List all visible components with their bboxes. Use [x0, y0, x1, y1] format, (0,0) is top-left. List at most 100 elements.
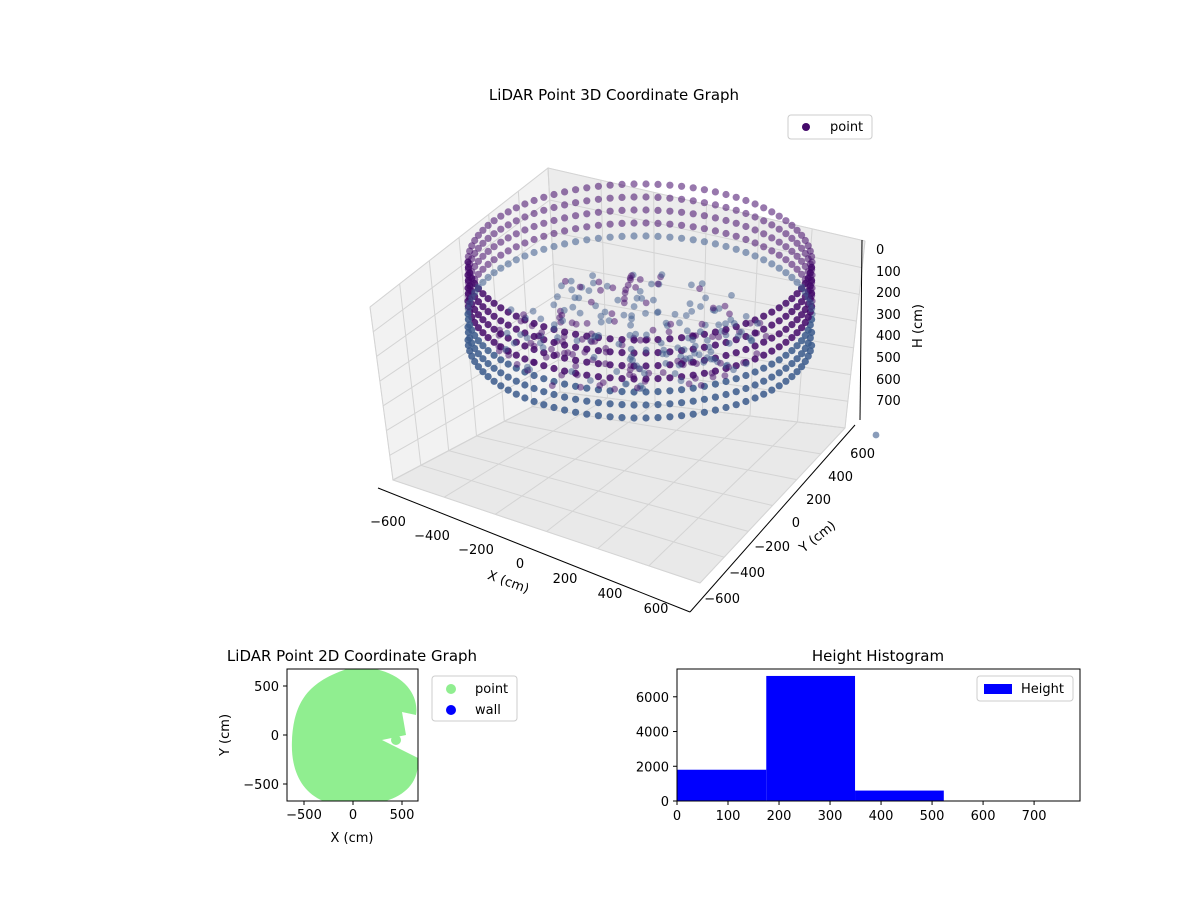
scatter-point — [806, 299, 814, 307]
scatter-point — [504, 247, 512, 255]
scatter-point — [768, 347, 776, 355]
x-axis-line — [377, 487, 691, 613]
scatter-point — [497, 225, 505, 233]
scatter-point — [808, 279, 816, 287]
scatter-point — [484, 295, 492, 303]
scatter-point — [497, 238, 505, 246]
scatter-point — [620, 311, 628, 319]
scatter-point — [567, 277, 575, 285]
scatter-point — [569, 303, 577, 311]
scatter-point — [722, 320, 729, 328]
scatter-point — [742, 209, 750, 218]
scatter-point — [550, 301, 558, 309]
scatter-point — [775, 330, 783, 338]
scatter-point — [466, 347, 474, 355]
scatter-point — [484, 273, 492, 281]
scatter-point — [594, 373, 603, 381]
scatter-point — [696, 285, 703, 292]
scatter-point — [782, 312, 790, 320]
scatter-point — [540, 401, 548, 409]
scatter-point — [722, 377, 730, 386]
scatter-point — [689, 184, 697, 192]
scatter-point — [689, 410, 697, 418]
y-tick-label: 400 — [828, 470, 853, 485]
scatter-point — [572, 395, 580, 403]
grid-line — [532, 406, 821, 455]
scatter-point — [574, 371, 581, 379]
scatter-point — [479, 329, 487, 337]
scatter-point — [479, 290, 487, 298]
scatter-point — [677, 377, 685, 385]
scatter-point — [788, 273, 796, 281]
scatter-point — [502, 345, 510, 353]
scatter-point — [484, 308, 492, 316]
scatter-point — [793, 342, 801, 350]
scatter-point — [550, 403, 558, 412]
scatter-point — [721, 328, 729, 336]
chart-2d-title: LiDAR Point 2D Coordinate Graph — [227, 647, 477, 665]
scatter-point — [537, 315, 545, 323]
legend-marker-point — [802, 123, 810, 131]
x-tick-label: −500 — [286, 808, 322, 823]
scatter-point — [760, 390, 768, 398]
scatter-point — [504, 221, 512, 229]
scatter-point — [760, 338, 768, 346]
scatter-point — [618, 388, 626, 396]
y-tick-label: −200 — [754, 540, 790, 555]
histogram-title: Height Histogram — [812, 647, 944, 665]
scatter-point — [689, 397, 697, 405]
scatter-point — [788, 334, 796, 342]
scatter-point — [583, 358, 591, 366]
scatter-point — [561, 201, 569, 209]
scatter-point — [507, 306, 515, 313]
scatter-point — [591, 333, 599, 341]
scatter-point — [520, 311, 527, 318]
scatter-point — [550, 203, 558, 212]
scatter-point — [573, 337, 581, 345]
scatter-point — [775, 264, 783, 272]
scatter-point — [782, 364, 790, 372]
scatter-point — [599, 379, 607, 386]
scatter-point — [618, 349, 626, 357]
scatter-point — [550, 325, 558, 333]
scatter-point — [643, 331, 650, 339]
scatter-point — [683, 327, 691, 335]
scatter-point — [768, 386, 776, 394]
scatter-point — [662, 360, 670, 367]
scatter-point — [793, 239, 801, 247]
x-tick-label: 500 — [920, 809, 945, 824]
scatter-point — [606, 181, 614, 189]
scatter-point — [782, 338, 790, 346]
scatter-point — [808, 305, 816, 313]
scatter-point — [527, 339, 535, 347]
scatter-point — [666, 413, 674, 421]
scatter-point — [804, 313, 812, 321]
scatter-point — [479, 278, 487, 286]
scatter-point — [521, 355, 529, 363]
scatter-point — [689, 384, 697, 392]
scatter-point — [622, 380, 629, 388]
scatter-point — [464, 323, 472, 331]
scatter-point — [479, 239, 487, 247]
scatter-point — [801, 318, 809, 327]
scatter-point — [583, 223, 591, 231]
scatter-point — [628, 312, 635, 320]
scatter-point — [561, 214, 569, 222]
scatter-point — [611, 385, 618, 393]
scatter-point — [630, 232, 638, 240]
scatter-point — [561, 354, 569, 362]
scatter-point — [801, 236, 809, 245]
scatter-point — [689, 223, 697, 231]
scatter-point — [606, 335, 614, 343]
scatter-point — [583, 184, 591, 192]
scatter-point — [627, 345, 635, 353]
scatter-point — [674, 344, 682, 352]
scatter-point — [678, 412, 686, 420]
scatter-point — [606, 207, 614, 215]
scatter-point — [808, 292, 816, 300]
scatter-point — [782, 351, 790, 359]
scatter-point — [611, 318, 618, 325]
scatter-point — [793, 226, 801, 234]
scatter-point — [641, 378, 649, 385]
scatter-point — [524, 363, 531, 371]
